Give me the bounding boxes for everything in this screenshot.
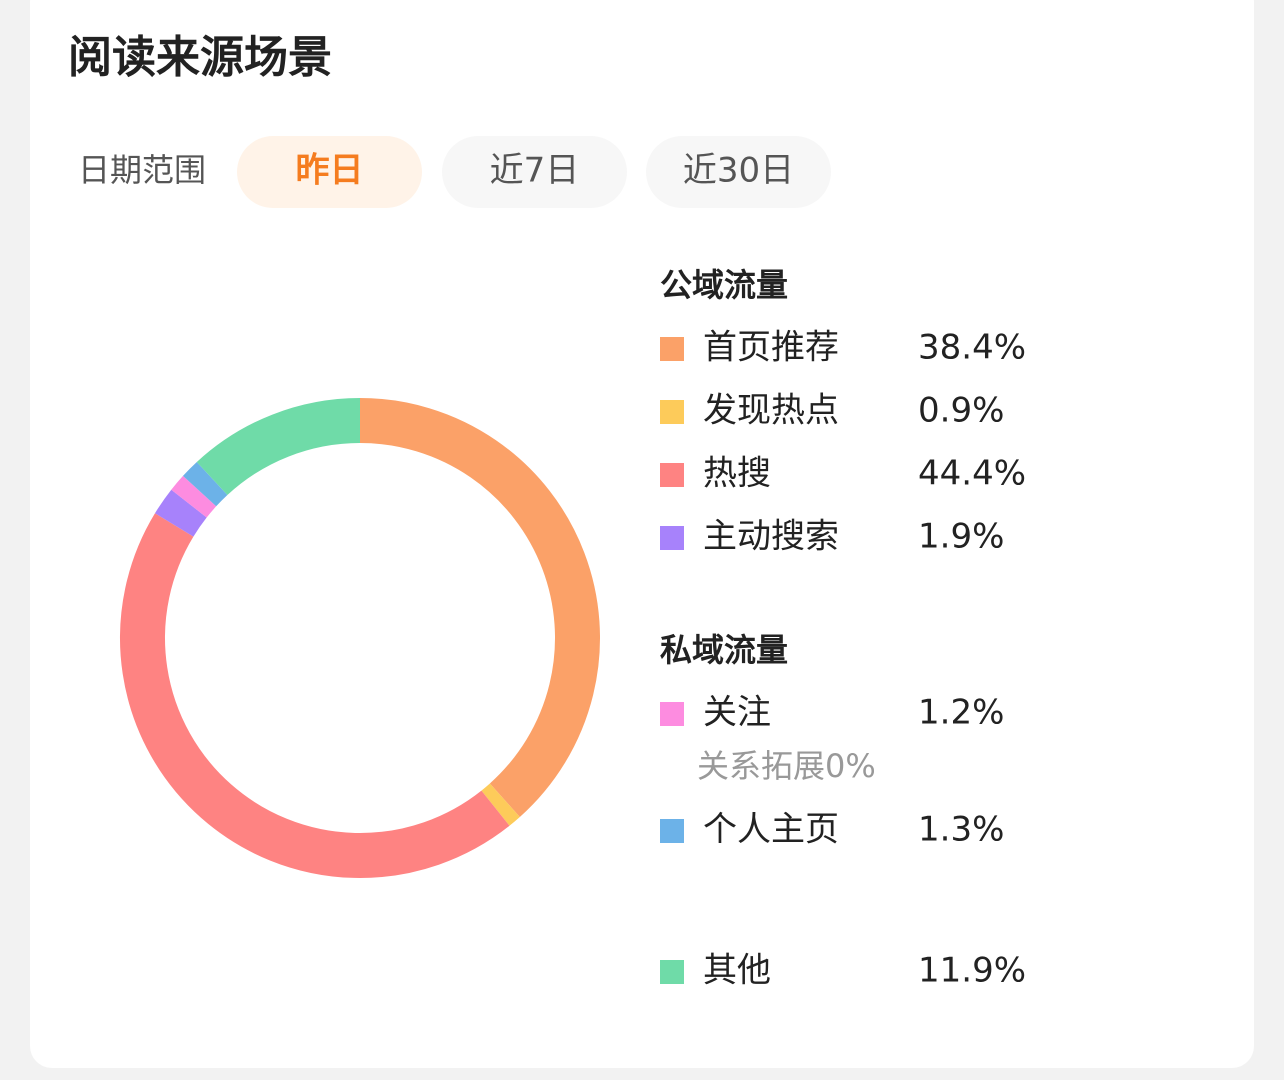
legend-value: 38.4% bbox=[918, 328, 1026, 368]
date-pill[interactable] bbox=[442, 136, 627, 208]
legend-swatch bbox=[660, 702, 684, 726]
legend-name: 个人主页 bbox=[703, 810, 839, 850]
legend-value: 1.2% bbox=[918, 693, 1004, 733]
legend-value: 1.3% bbox=[918, 810, 1004, 850]
date-pill[interactable] bbox=[646, 136, 831, 208]
sub-name: 关系拓展 bbox=[697, 747, 825, 785]
legend-name: 关注 bbox=[703, 693, 771, 733]
date-pill-label[interactable]: 近7日 bbox=[490, 151, 580, 191]
legend-value: 11.9% bbox=[918, 951, 1026, 991]
legend-sub: 关系拓展0% bbox=[697, 747, 876, 785]
date-pill[interactable] bbox=[237, 136, 422, 208]
legend-name: 主动搜索 bbox=[703, 517, 839, 557]
legend-name: 热搜 bbox=[703, 454, 771, 494]
donut-slice bbox=[196, 398, 361, 496]
donut-slice bbox=[120, 513, 510, 878]
legend-name: 首页推荐 bbox=[703, 328, 839, 368]
donut-slice bbox=[171, 475, 217, 518]
date-pill-label[interactable]: 近30日 bbox=[683, 151, 794, 191]
legend-swatch bbox=[660, 526, 684, 550]
legend-swatch bbox=[660, 960, 684, 984]
card bbox=[30, 0, 1254, 1068]
legend-value: 0.9% bbox=[918, 391, 1004, 431]
donut-slice bbox=[154, 489, 207, 537]
legend-name: 发现热点 bbox=[703, 391, 839, 431]
legend-swatch bbox=[660, 337, 684, 361]
legend-group-title: 公域流量 bbox=[660, 266, 788, 304]
legend-swatch bbox=[660, 400, 684, 424]
legend-group-title: 私域流量 bbox=[660, 631, 788, 669]
sub-value: 0% bbox=[825, 747, 876, 785]
date-pill-label[interactable]: 昨日 bbox=[296, 151, 364, 191]
filter-label: 日期范围 bbox=[78, 151, 206, 189]
title: 阅读来源场景 bbox=[68, 32, 332, 83]
donut-slice bbox=[481, 783, 520, 826]
donut-slice bbox=[359, 398, 600, 818]
legend-value: 1.9% bbox=[918, 517, 1004, 557]
legend-swatch bbox=[660, 463, 684, 487]
legend-swatch bbox=[660, 819, 684, 843]
legend-value: 44.4% bbox=[918, 454, 1026, 494]
donut-slice bbox=[182, 462, 228, 507]
legend-name: 其他 bbox=[703, 951, 771, 991]
